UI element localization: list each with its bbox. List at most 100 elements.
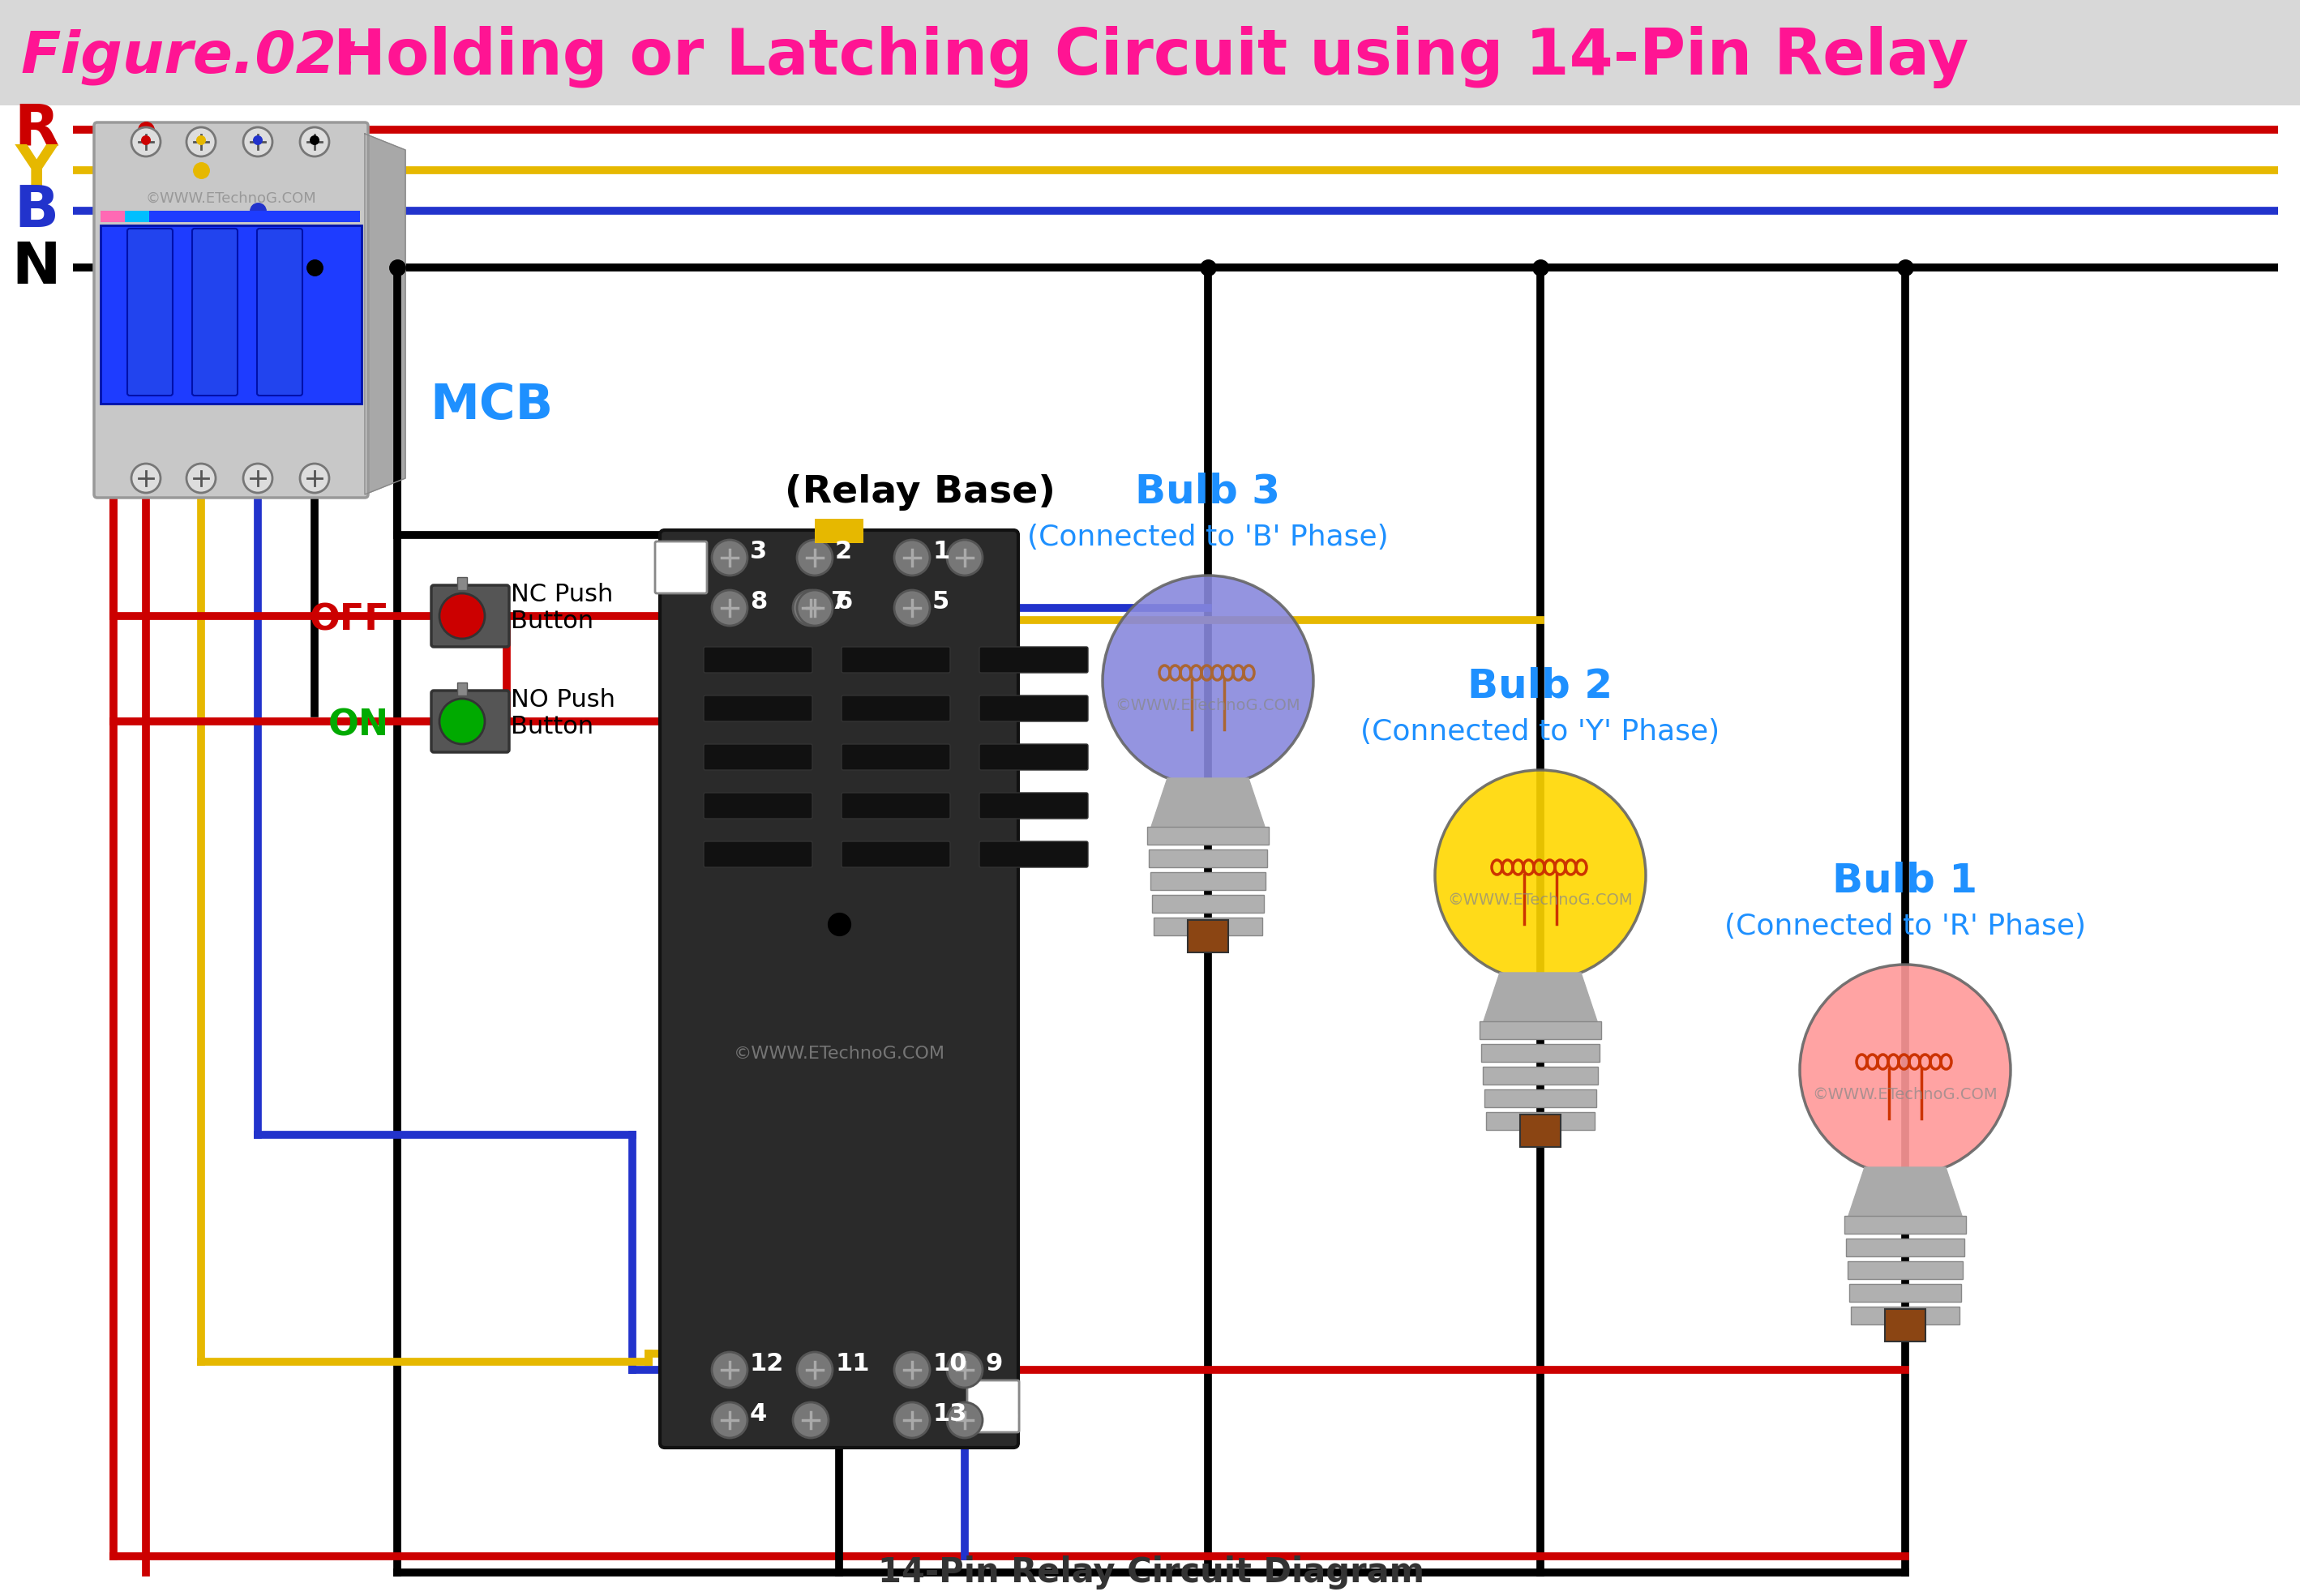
Bar (1886, 1309, 1925, 1342)
Circle shape (793, 1403, 828, 1438)
Circle shape (131, 464, 161, 493)
Text: 4: 4 (750, 1401, 768, 1425)
Text: OFF: OFF (308, 603, 389, 637)
Text: MCB: MCB (430, 381, 552, 429)
Bar (458, 683, 467, 696)
Circle shape (948, 539, 982, 576)
Text: ©WWW.ETechnoG.COM: ©WWW.ETechnoG.COM (1116, 697, 1299, 713)
Bar (101, 225, 361, 404)
Polygon shape (1152, 779, 1265, 827)
Bar (1845, 1216, 1966, 1234)
Bar (458, 578, 467, 591)
Text: 8: 8 (750, 589, 768, 613)
Circle shape (299, 128, 329, 156)
Circle shape (1435, 769, 1647, 982)
Text: 14-Pin Relay Circuit Diagram: 14-Pin Relay Circuit Diagram (879, 1556, 1424, 1590)
Text: 12: 12 (750, 1352, 784, 1376)
Circle shape (1801, 964, 2010, 1175)
Bar (101, 211, 124, 222)
Text: 9: 9 (984, 1352, 1003, 1376)
FancyBboxPatch shape (126, 228, 172, 396)
Circle shape (439, 699, 485, 744)
FancyBboxPatch shape (980, 696, 1088, 721)
Bar (1479, 1021, 1601, 1039)
Bar (1152, 895, 1265, 913)
FancyBboxPatch shape (704, 696, 812, 721)
Polygon shape (1849, 1167, 1962, 1216)
FancyBboxPatch shape (704, 744, 812, 769)
Bar (1484, 1066, 1598, 1085)
Text: 10: 10 (932, 1352, 966, 1376)
Circle shape (948, 1352, 982, 1387)
Bar (1852, 1307, 1960, 1325)
Bar (1847, 1238, 1964, 1256)
Circle shape (793, 591, 828, 626)
Circle shape (895, 539, 929, 576)
Text: ©WWW.ETechnoG.COM: ©WWW.ETechnoG.COM (1812, 1087, 1999, 1101)
Text: N: N (12, 239, 62, 295)
Circle shape (796, 591, 833, 626)
Text: ON: ON (329, 709, 389, 742)
FancyBboxPatch shape (968, 1381, 1019, 1432)
FancyBboxPatch shape (94, 123, 368, 498)
FancyBboxPatch shape (842, 793, 950, 819)
Text: Holding or Latching Circuit using 14-Pin Relay: Holding or Latching Circuit using 14-Pin… (333, 26, 1969, 88)
Circle shape (186, 464, 216, 493)
Text: (Connected to 'Y' Phase): (Connected to 'Y' Phase) (1362, 718, 1720, 745)
FancyBboxPatch shape (655, 541, 706, 594)
FancyBboxPatch shape (704, 646, 812, 674)
Text: B: B (14, 184, 60, 239)
FancyBboxPatch shape (842, 646, 950, 674)
FancyBboxPatch shape (660, 530, 1019, 1448)
FancyBboxPatch shape (704, 841, 812, 867)
Circle shape (439, 594, 485, 638)
FancyBboxPatch shape (842, 744, 950, 769)
Circle shape (244, 464, 271, 493)
FancyBboxPatch shape (842, 841, 950, 867)
Circle shape (711, 539, 748, 576)
Text: Y: Y (16, 142, 58, 198)
FancyBboxPatch shape (704, 793, 812, 819)
Circle shape (948, 1403, 982, 1438)
Text: 7: 7 (830, 589, 849, 613)
Bar (1187, 919, 1228, 953)
Text: ©WWW.ETechnoG.COM: ©WWW.ETechnoG.COM (734, 1045, 945, 1061)
Text: 2: 2 (835, 539, 853, 563)
Circle shape (1102, 576, 1313, 787)
Text: 3: 3 (750, 539, 766, 563)
Text: (Connected to 'B' Phase): (Connected to 'B' Phase) (1028, 523, 1389, 551)
Bar (124, 211, 150, 222)
FancyBboxPatch shape (980, 793, 1088, 819)
Text: Bulb 3: Bulb 3 (1136, 472, 1281, 511)
Circle shape (796, 1352, 833, 1387)
Circle shape (253, 136, 262, 145)
FancyBboxPatch shape (432, 691, 508, 752)
Text: 11: 11 (835, 1352, 869, 1376)
Bar (1849, 1283, 1962, 1302)
Text: R: R (14, 102, 60, 158)
Text: 14: 14 (984, 1401, 1019, 1425)
Bar (1148, 827, 1270, 844)
Bar (150, 211, 361, 222)
Bar (0, 0, 2300, 105)
FancyBboxPatch shape (258, 228, 301, 396)
Bar (814, 519, 862, 543)
Circle shape (310, 136, 320, 145)
Bar (1481, 1044, 1598, 1061)
Circle shape (796, 539, 833, 576)
Text: Bulb 1: Bulb 1 (1833, 860, 1978, 900)
FancyBboxPatch shape (980, 841, 1088, 867)
Circle shape (711, 1352, 748, 1387)
Text: NO Push
Button: NO Push Button (511, 688, 616, 739)
Text: 1: 1 (932, 539, 950, 563)
FancyBboxPatch shape (432, 586, 508, 646)
Text: 13: 13 (932, 1401, 966, 1425)
Circle shape (895, 1352, 929, 1387)
Polygon shape (366, 134, 405, 495)
Bar (1155, 918, 1263, 935)
FancyBboxPatch shape (193, 228, 237, 396)
FancyBboxPatch shape (980, 646, 1088, 674)
Circle shape (711, 1403, 748, 1438)
Circle shape (244, 128, 271, 156)
Circle shape (895, 591, 929, 626)
